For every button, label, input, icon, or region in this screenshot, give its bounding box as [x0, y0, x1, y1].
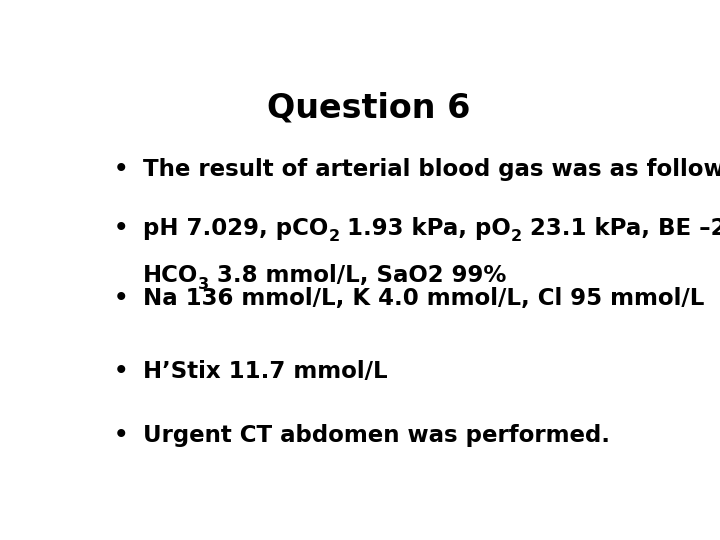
Text: 3.8 mmol/L, SaO2 99%: 3.8 mmol/L, SaO2 99%	[210, 265, 507, 287]
Text: •: •	[114, 287, 128, 310]
Text: Na 136 mmol/L, K 4.0 mmol/L, Cl 95 mmol/L: Na 136 mmol/L, K 4.0 mmol/L, Cl 95 mmol/…	[143, 287, 704, 310]
Text: •: •	[114, 360, 128, 383]
Text: H’Stix 11.7 mmol/L: H’Stix 11.7 mmol/L	[143, 360, 387, 383]
Text: •: •	[114, 158, 128, 181]
Text: HCO: HCO	[143, 265, 198, 287]
Text: 2: 2	[511, 229, 522, 244]
Text: •: •	[114, 424, 128, 448]
Text: pH 7.029, pCO: pH 7.029, pCO	[143, 217, 328, 240]
Text: Question 6: Question 6	[267, 92, 471, 125]
Text: 3: 3	[198, 277, 210, 292]
Text: 23.1 kPa, BE –27,: 23.1 kPa, BE –27,	[522, 217, 720, 240]
Text: 1.93 kPa, pO: 1.93 kPa, pO	[339, 217, 511, 240]
Text: 2: 2	[328, 229, 339, 244]
Text: Urgent CT abdomen was performed.: Urgent CT abdomen was performed.	[143, 424, 610, 448]
Text: •: •	[114, 217, 128, 240]
Text: The result of arterial blood gas was as follows:: The result of arterial blood gas was as …	[143, 158, 720, 181]
